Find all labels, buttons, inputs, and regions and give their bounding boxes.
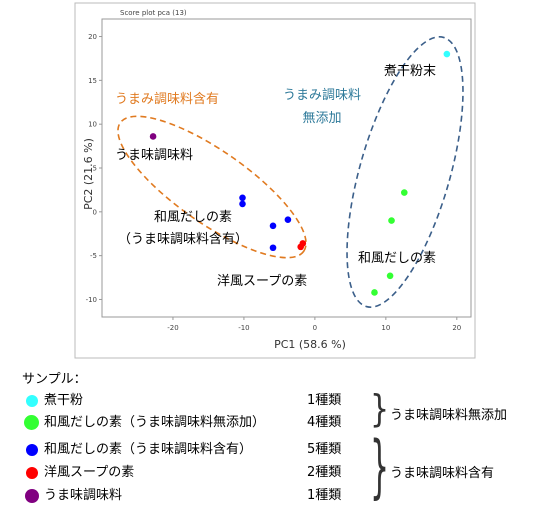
legend-count: 1種類 xyxy=(307,393,342,408)
legend-count: 2種類 xyxy=(307,465,342,480)
y-tick-label: 0 xyxy=(93,208,97,216)
group-ellipse-umami-without xyxy=(346,36,464,308)
data-point xyxy=(149,133,157,140)
scatter-points xyxy=(149,50,451,296)
annotation-wafu-without: 和風だしの素 xyxy=(358,251,436,266)
legend-count: 1種類 xyxy=(307,488,342,503)
data-point xyxy=(239,194,246,202)
data-point xyxy=(269,244,277,252)
annotation-wafu-with-line1: 和風だしの素 xyxy=(154,210,232,225)
x-tick-label: 20 xyxy=(452,324,461,332)
brace-with: } xyxy=(370,427,390,509)
group-label-without: うま味調味料無添加 xyxy=(390,408,508,423)
y-tick-label: 5 xyxy=(93,165,97,173)
data-point xyxy=(388,217,395,224)
annotation-umami-without-line1: うまみ調味料 xyxy=(283,88,361,103)
data-point xyxy=(297,243,304,251)
data-point xyxy=(443,50,451,58)
legend-title: サンプル： xyxy=(22,372,87,387)
group-label-with: うま味調味料含有 xyxy=(390,466,495,481)
group-ellipse-umami-with xyxy=(117,115,307,259)
data-point xyxy=(386,272,394,280)
legend-count: 5種類 xyxy=(307,442,342,457)
y-tick-label: 10 xyxy=(88,121,97,129)
chart-frame xyxy=(74,2,476,359)
legend-count: 4種類 xyxy=(307,415,342,430)
x-tick-label: 10 xyxy=(381,324,390,332)
y-axis-label: PC2 (21.6 %) xyxy=(82,138,95,210)
x-axis-label: PC1 (58.6 %) xyxy=(274,338,346,351)
x-tick-label: -10 xyxy=(238,324,249,332)
data-point xyxy=(371,289,378,296)
brace-without: } xyxy=(370,387,390,432)
legend-marker xyxy=(24,415,39,430)
y-tick-label: 20 xyxy=(88,33,97,41)
data-point xyxy=(269,222,277,230)
annotation-umami-with: うまみ調味料含有 xyxy=(115,91,219,107)
annotation-wafu-with-line2: （うま味調味料含有） xyxy=(118,231,248,247)
y-tick-label: 15 xyxy=(88,77,97,85)
legend-marker xyxy=(26,444,38,456)
annotation-seasoning: うま味調味料 xyxy=(115,148,193,163)
y-tick-label: -5 xyxy=(90,252,97,260)
data-point xyxy=(284,216,292,224)
y-tick-label: -10 xyxy=(86,296,97,304)
axis-ticks: -20 -10 0 10 20 -10 -5 0 5 10 15 20 xyxy=(86,33,462,332)
legend-marker xyxy=(26,467,38,479)
legend-label: 洋風スープの素 xyxy=(44,465,135,480)
legend-marker xyxy=(25,489,39,503)
x-tick-label: 0 xyxy=(313,324,317,332)
annotation-western: 洋風スープの素 xyxy=(217,274,307,289)
data-point xyxy=(239,200,246,208)
legend-label: 和風だしの素（うま味調味料含有） xyxy=(44,442,253,457)
legend-label: うま味調味料 xyxy=(44,488,123,503)
chart-title: Score plot pca (13) xyxy=(120,9,187,17)
data-point xyxy=(400,189,408,196)
legend-marker xyxy=(26,395,38,407)
x-tick-label: -20 xyxy=(167,324,178,332)
legend-label: 煮干粉 xyxy=(44,393,84,408)
annotation-umami-without-line2: 無添加 xyxy=(302,111,341,126)
annotation-niboshi: 煮干粉末 xyxy=(384,64,436,79)
legend-label: 和風だしの素（うま味調味料無添加） xyxy=(44,415,266,430)
